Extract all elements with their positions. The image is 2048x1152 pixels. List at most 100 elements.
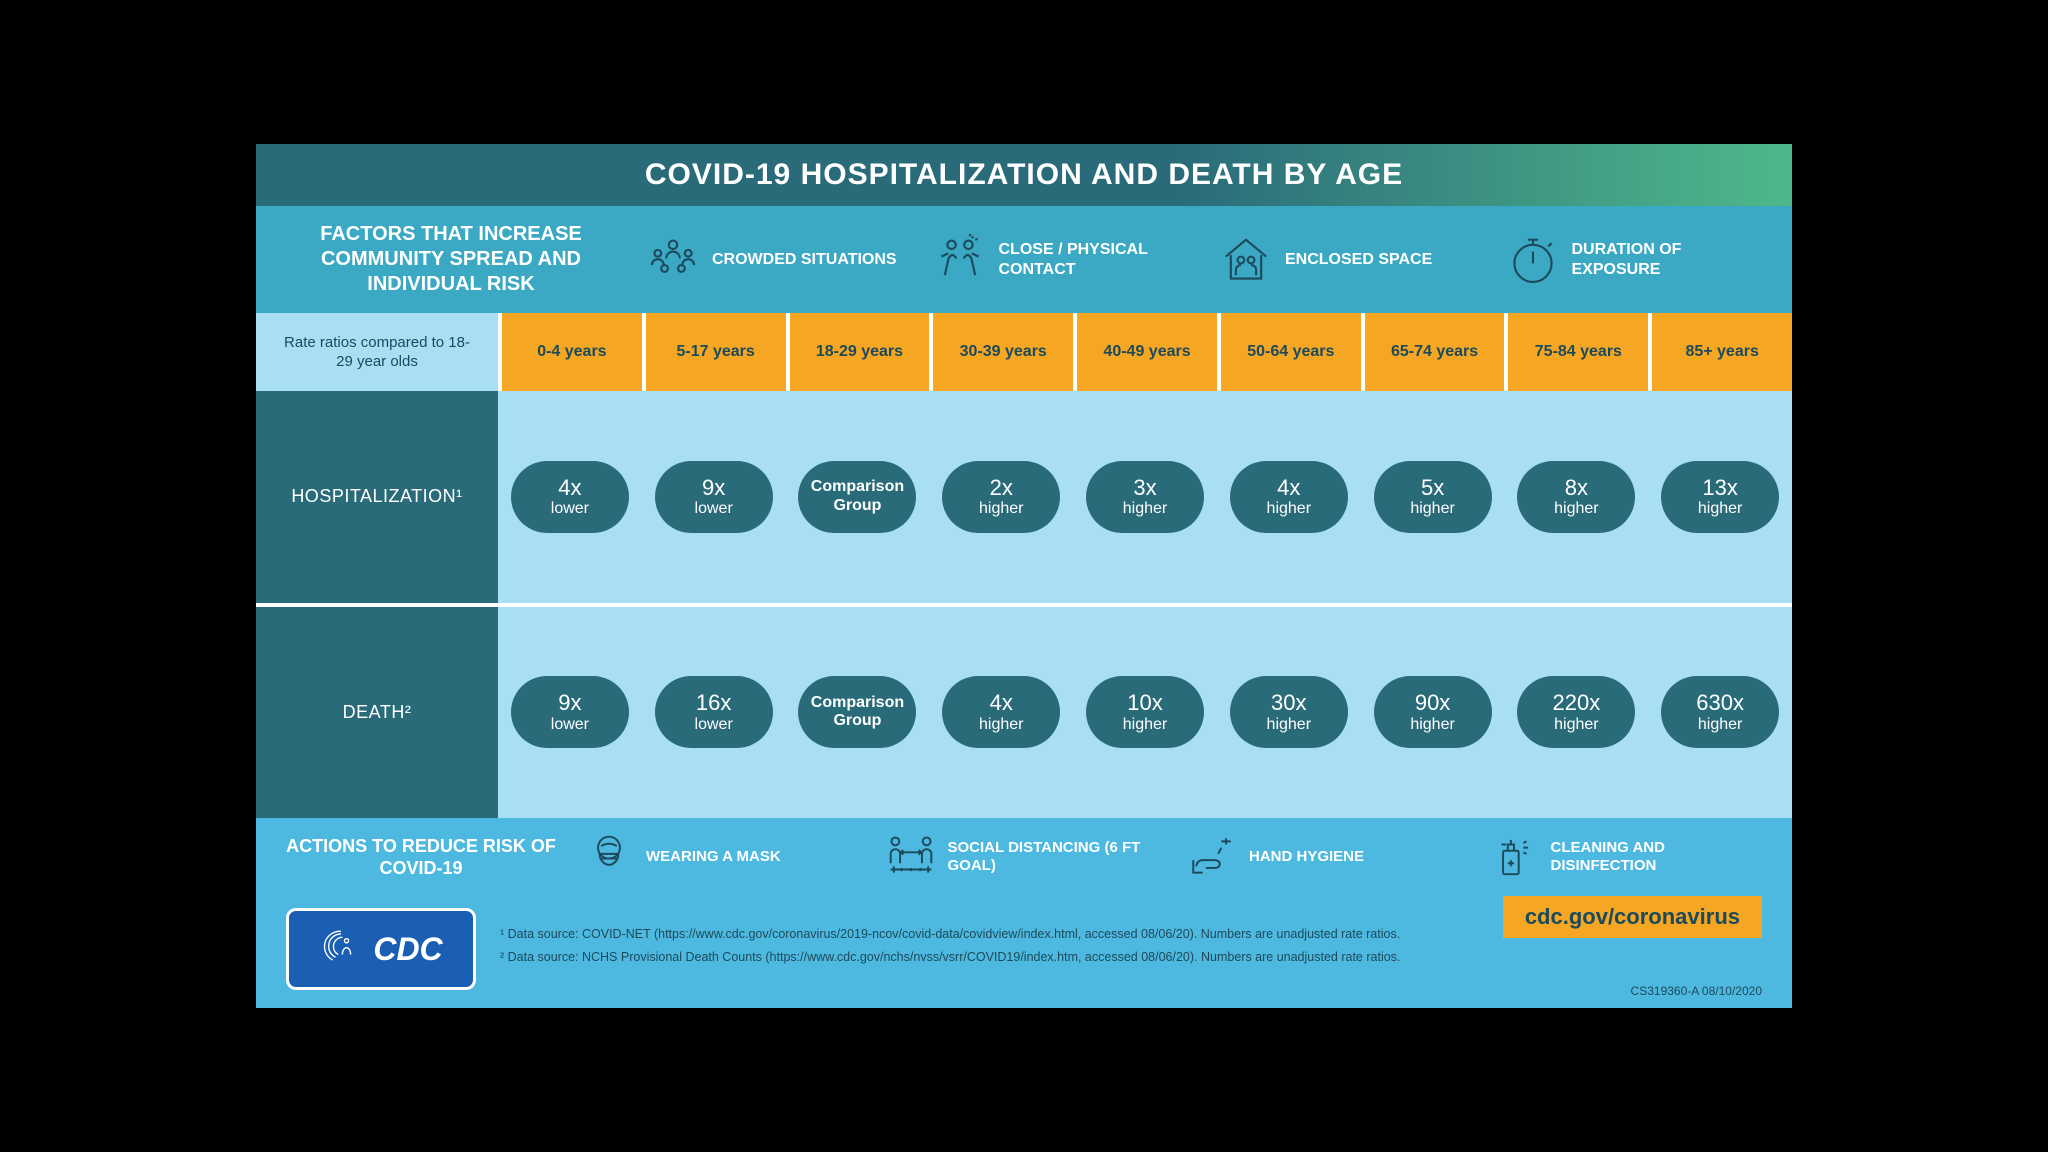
doc-id: CS319360-A 08/10/2020 xyxy=(1631,984,1762,998)
rate-pill: 4xlower xyxy=(511,461,629,533)
footer: CDC ¹ Data source: COVID-NET (https://ww… xyxy=(256,896,1792,1008)
data-cell: 4xlower xyxy=(498,391,642,603)
factor-text: CROWDED SITUATIONS xyxy=(712,250,897,269)
data-cell: 90xhigher xyxy=(1361,607,1505,819)
action-clean: CLEANING AND DISINFECTION xyxy=(1489,832,1763,882)
data-cell: 220xhigher xyxy=(1504,607,1648,819)
factor-text: CLOSE / PHYSICAL CONTACT xyxy=(999,240,1190,278)
title-bar: COVID-19 HOSPITALIZATION AND DEATH BY AG… xyxy=(256,144,1792,206)
data-cell: 4xhigher xyxy=(929,607,1073,819)
data-cell: 13xhigher xyxy=(1648,391,1792,603)
footnote-2: ² Data source: NCHS Provisional Death Co… xyxy=(500,949,1762,967)
rate-pill: 4xhigher xyxy=(942,676,1060,748)
data-cell: 2xhigher xyxy=(929,391,1073,603)
pill-dir: lower xyxy=(551,716,589,734)
pill-value: 630x xyxy=(1696,690,1744,715)
pill-dir: lower xyxy=(551,500,589,518)
data-cell: 30xhigher xyxy=(1217,607,1361,819)
contact-icon xyxy=(933,233,987,287)
factors-section: FACTORS THAT INCREASE COMMUNITY SPREAD A… xyxy=(256,206,1792,313)
factors-label: FACTORS THAT INCREASE COMMUNITY SPREAD A… xyxy=(286,222,616,297)
rate-pill: 220xhigher xyxy=(1517,676,1635,748)
data-cell: Comparison Group xyxy=(786,391,930,603)
actions-label: ACTIONS TO REDUCE RISK OF COVID-19 xyxy=(286,835,556,880)
hhs-icon xyxy=(319,927,363,971)
age-header: 50-64 years xyxy=(1217,313,1361,391)
age-header: 18-29 years xyxy=(786,313,930,391)
pill-value: 90x xyxy=(1415,690,1450,715)
age-header: 5-17 years xyxy=(642,313,786,391)
factor-text: DURATION OF EXPOSURE xyxy=(1572,240,1763,278)
age-header: 65-74 years xyxy=(1361,313,1505,391)
comparison-pill: Comparison Group xyxy=(798,461,916,533)
pill-dir: higher xyxy=(1267,500,1311,518)
pill-value: 4x xyxy=(1277,475,1300,500)
rate-table: Rate ratios compared to 18-29 year olds … xyxy=(256,313,1792,818)
mask-icon xyxy=(584,832,634,882)
pill-value: 3x xyxy=(1133,475,1156,500)
cdc-text: CDC xyxy=(373,931,442,968)
action-text: WEARING A MASK xyxy=(646,848,781,866)
rate-pill: 9xlower xyxy=(655,461,773,533)
rate-pill: 2xhigher xyxy=(942,461,1060,533)
pill-dir: higher xyxy=(1123,716,1167,734)
row-label: HOSPITALIZATION¹ xyxy=(256,391,498,603)
pill-dir: higher xyxy=(1698,500,1742,518)
pill-dir: higher xyxy=(979,500,1023,518)
cdc-badge: CDC xyxy=(286,908,476,990)
compare-label: Rate ratios compared to 18-29 year olds xyxy=(256,313,498,391)
rate-pill: 5xhigher xyxy=(1374,461,1492,533)
rate-pill: 8xhigher xyxy=(1517,461,1635,533)
pill-dir: lower xyxy=(695,500,733,518)
death-row: DEATH² 9xlower 16xlower Comparison Group… xyxy=(256,603,1792,819)
infographic-root: COVID-19 HOSPITALIZATION AND DEATH BY AG… xyxy=(256,144,1792,1008)
url-badge: cdc.gov/coronavirus xyxy=(1503,896,1762,938)
pill-dir: higher xyxy=(1410,716,1454,734)
rate-pill: 90xhigher xyxy=(1374,676,1492,748)
pill-value: 5x xyxy=(1421,475,1444,500)
main-title: COVID-19 HOSPITALIZATION AND DEATH BY AG… xyxy=(645,158,1403,191)
pill-value: 220x xyxy=(1553,690,1601,715)
pill-dir: higher xyxy=(1410,500,1454,518)
action-text: HAND HYGIENE xyxy=(1249,848,1364,866)
age-header: 40-49 years xyxy=(1073,313,1217,391)
pill-comp: Comparison Group xyxy=(798,694,916,731)
hands-icon xyxy=(1187,832,1237,882)
factor-contact: CLOSE / PHYSICAL CONTACT xyxy=(933,233,1190,287)
data-cell: 3xhigher xyxy=(1073,391,1217,603)
factor-text: ENCLOSED SPACE xyxy=(1285,250,1432,269)
pill-value: 4x xyxy=(558,475,581,500)
rate-pill: 10xhigher xyxy=(1086,676,1204,748)
crowded-icon xyxy=(646,233,700,287)
distance-icon xyxy=(886,832,936,882)
pill-value: 30x xyxy=(1271,690,1306,715)
row-label: DEATH² xyxy=(256,607,498,819)
rate-pill: 13xhigher xyxy=(1661,461,1779,533)
data-cell: 16xlower xyxy=(642,607,786,819)
pill-value: 8x xyxy=(1565,475,1588,500)
rate-pill: 16xlower xyxy=(655,676,773,748)
age-header: 0-4 years xyxy=(498,313,642,391)
rate-pill: 3xhigher xyxy=(1086,461,1204,533)
data-cell: Comparison Group xyxy=(786,607,930,819)
pill-value: 16x xyxy=(696,690,731,715)
action-hands: HAND HYGIENE xyxy=(1187,832,1461,882)
age-header: 30-39 years xyxy=(929,313,1073,391)
comparison-pill: Comparison Group xyxy=(798,676,916,748)
rate-pill: 9xlower xyxy=(511,676,629,748)
pill-value: 2x xyxy=(990,475,1013,500)
hospitalization-row: HOSPITALIZATION¹ 4xlower 9xlower Compari… xyxy=(256,391,1792,603)
age-header: 75-84 years xyxy=(1504,313,1648,391)
rate-pill: 4xhigher xyxy=(1230,461,1348,533)
data-cell: 9xlower xyxy=(498,607,642,819)
action-text: SOCIAL DISTANCING (6 FT GOAL) xyxy=(948,839,1160,875)
pill-dir: higher xyxy=(1698,716,1742,734)
action-mask: WEARING A MASK xyxy=(584,832,858,882)
data-cell: 10xhigher xyxy=(1073,607,1217,819)
pill-value: 10x xyxy=(1127,690,1162,715)
table-header-row: Rate ratios compared to 18-29 year olds … xyxy=(256,313,1792,391)
duration-icon xyxy=(1506,233,1560,287)
pill-value: 9x xyxy=(558,690,581,715)
actions-section: ACTIONS TO REDUCE RISK OF COVID-19 WEARI… xyxy=(256,818,1792,896)
pill-comp: Comparison Group xyxy=(798,478,916,515)
